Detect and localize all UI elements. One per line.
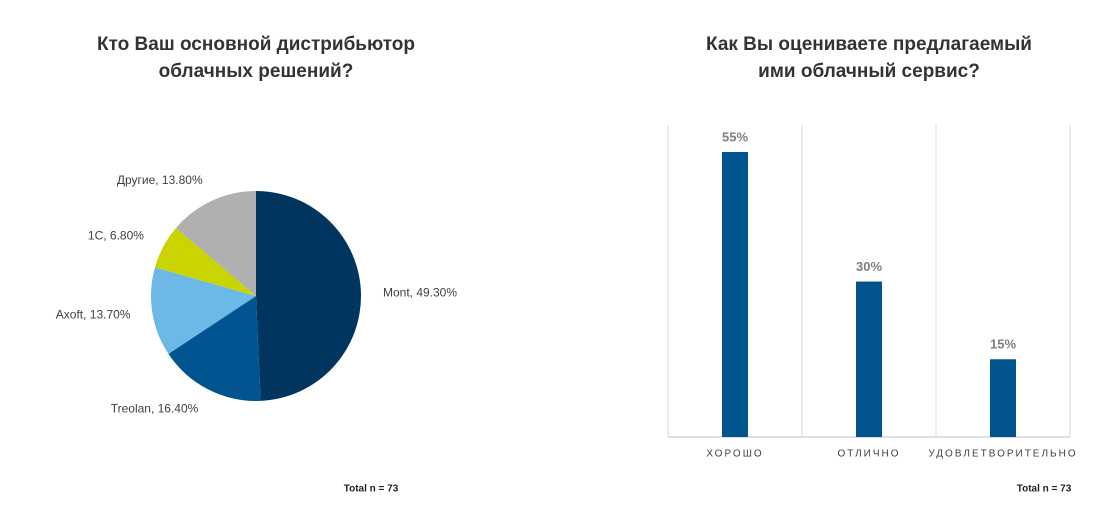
value-label: 30% (856, 259, 882, 274)
chart-title: Кто Ваш основной дистрибьютор (97, 34, 415, 55)
slice-label: 1C, 6.80% (88, 228, 144, 242)
footnote: Total n = 73 (1017, 484, 1072, 495)
slice-label: Axoft, 13.70% (56, 308, 131, 322)
x-tick-label: ОТЛИЧНО (837, 449, 900, 460)
pie-slice (151, 267, 256, 354)
slice-label: Treolan, 16.40% (111, 401, 199, 415)
pie-slice (168, 296, 261, 402)
slice-label: Другие, 13.80% (117, 173, 203, 187)
pie-slice (256, 191, 362, 401)
value-label: 55% (722, 129, 748, 144)
x-tick-label: УДОВЛЕТВОРИТЕЛЬНО (928, 449, 1077, 460)
bar (990, 359, 1016, 437)
chart-title: ими облачный сервис? (758, 61, 980, 82)
bar (722, 152, 748, 437)
x-tick-label: ХОРОШО (706, 449, 763, 460)
bar (856, 281, 882, 437)
chart-title: Как Вы оцениваете предлагаемый (706, 34, 1032, 55)
slice-label: Mont, 49.30% (383, 285, 457, 299)
value-label: 15% (990, 337, 1016, 352)
footnote: Total n = 73 (344, 484, 399, 495)
chart-title: облачных решений? (159, 61, 354, 82)
pie-slice (175, 191, 256, 296)
pie-slice (154, 228, 256, 296)
